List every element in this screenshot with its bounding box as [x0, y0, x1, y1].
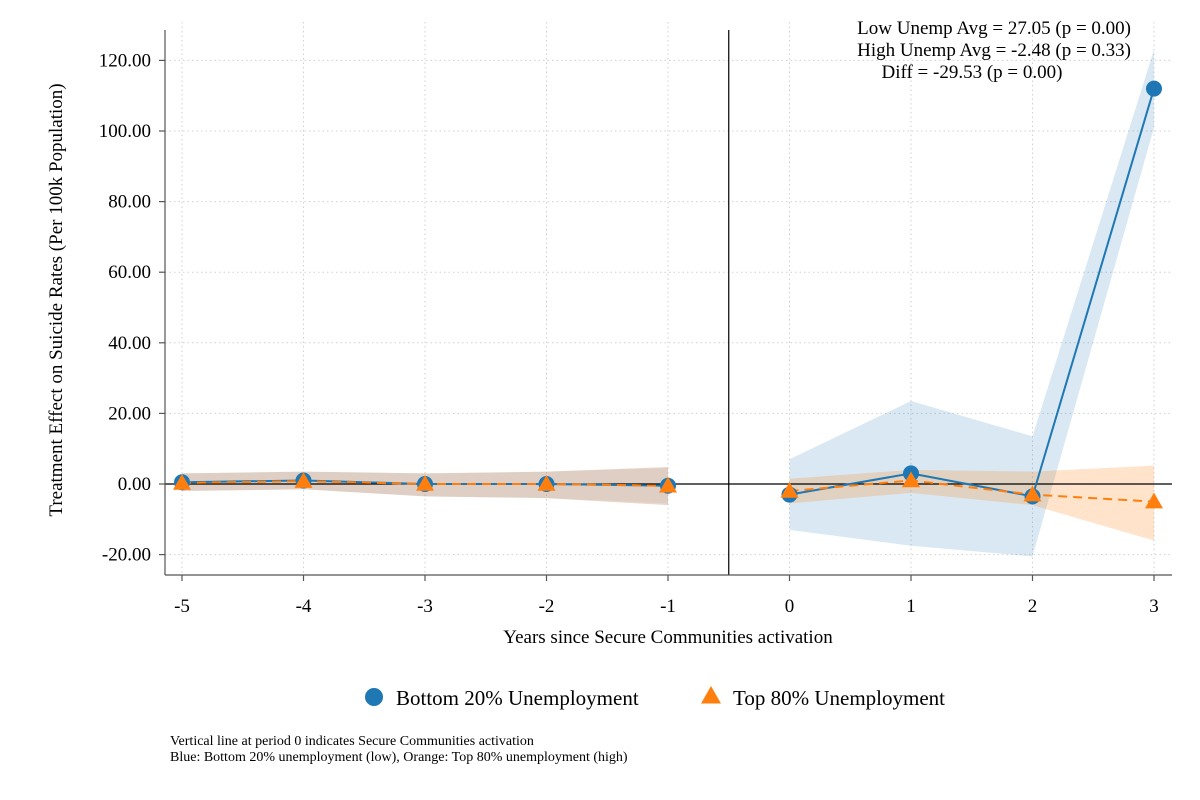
x-tick-label: 3 — [1149, 596, 1159, 617]
data-point-bottom20 — [1146, 80, 1162, 97]
y-tick-label: 0.00 — [118, 474, 151, 495]
data-point-top80 — [659, 476, 677, 493]
y-axis-title: Treatment Effect on Suicide Rates (Per 1… — [46, 83, 67, 516]
x-tick-label: -4 — [296, 596, 312, 617]
series-line-bottom20-post — [789, 88, 1155, 498]
data-point-top80 — [780, 482, 799, 498]
x-tick-label: 1 — [906, 596, 916, 617]
series-markers — [173, 80, 1163, 509]
stats-annotation: Diff = -29.53 (p = 0.00) — [882, 62, 1063, 83]
y-tick-label: 120.00 — [99, 50, 151, 71]
annotations: Low Unemp Avg = 27.05 (p = 0.00)High Une… — [857, 18, 1131, 83]
y-tick-label: 20.00 — [108, 403, 151, 424]
x-tick-label: -2 — [539, 596, 555, 617]
data-point-top80 — [1023, 485, 1042, 502]
x-tick-label: 0 — [785, 596, 795, 617]
axes: -20.00 0.00 20.00 40.00 60.00 80.00 100.00 120.… — [46, 30, 1172, 648]
legend-label-top80: Top 80% Unemployment — [733, 686, 945, 710]
legend: Bottom 20% Unemployment Top 80% Unemploym… — [365, 686, 945, 710]
y-tick-label: -20.00 — [102, 545, 151, 566]
legend-marker-bottom20 — [365, 688, 383, 706]
stats-annotation: High Unemp Avg = -2.48 (p = 0.33) — [857, 40, 1131, 61]
x-tick-label: -1 — [660, 596, 676, 617]
data-point-top80 — [416, 475, 434, 491]
y-tick-label: 100.00 — [99, 121, 151, 142]
x-tick-label: -5 — [174, 596, 190, 617]
stats-annotation: Low Unemp Avg = 27.05 (p = 0.00) — [857, 18, 1131, 39]
data-point-top80 — [902, 471, 920, 488]
y-tick-label: 80.00 — [108, 192, 151, 213]
ci-band-bottom20-post — [789, 49, 1154, 557]
series-line-top80-post — [789, 479, 1155, 503]
x-tick-label: 2 — [1028, 596, 1038, 617]
data-point-top80 — [1145, 492, 1163, 509]
data-point-top80 — [173, 473, 191, 490]
legend-marker-top80 — [701, 686, 721, 704]
footnote-line-2: Blue: Bottom 20% unemployment (low), Ora… — [170, 750, 628, 765]
x-tick-label: -3 — [417, 596, 433, 617]
data-point-top80 — [537, 475, 556, 491]
y-tick-label: 40.00 — [108, 333, 151, 354]
legend-label-bottom20: Bottom 20% Unemployment — [396, 686, 639, 710]
y-tick-label: 60.00 — [108, 262, 151, 283]
data-point-top80 — [294, 472, 313, 488]
x-axis-title: Years since Secure Communities activatio… — [503, 627, 833, 648]
footnote-line-1: Vertical line at period 0 indicates Secu… — [170, 734, 534, 749]
